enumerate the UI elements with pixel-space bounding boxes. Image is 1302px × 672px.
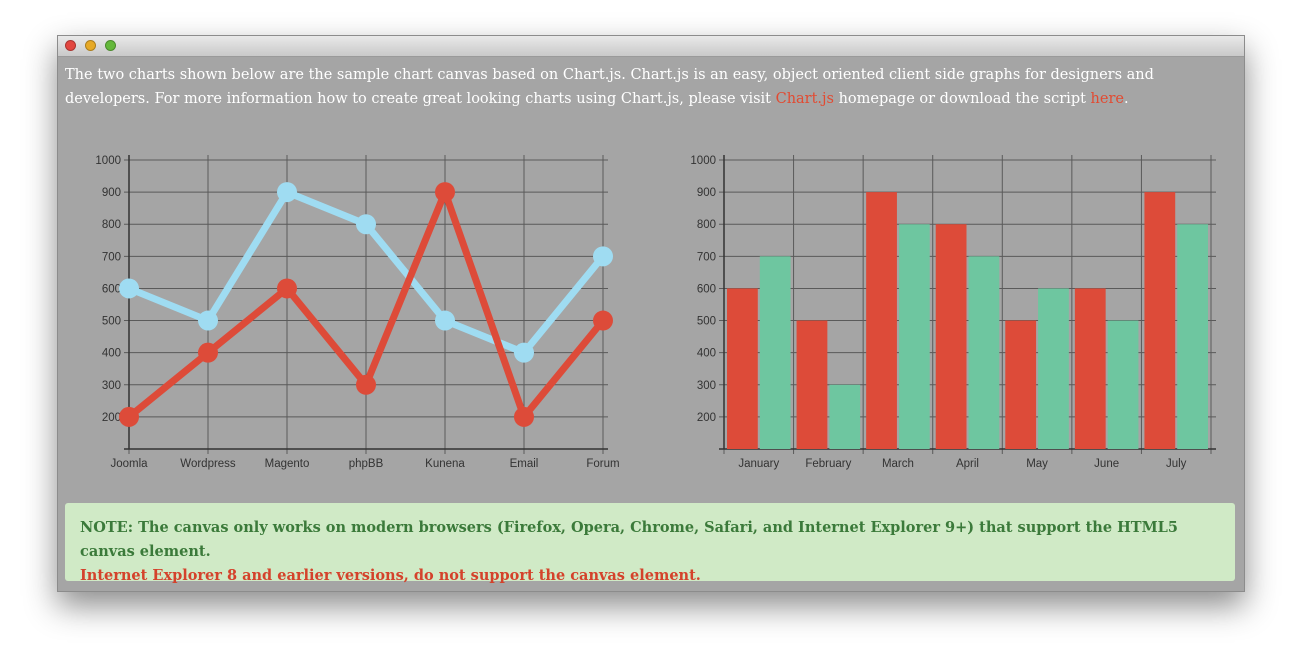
bar-chart: 200 300 400 500 600 700 800 900 1000 January Febru… <box>675 149 1235 479</box>
x-tick-label: April <box>956 458 979 470</box>
y-tick-label: 500 <box>102 316 121 328</box>
y-tick-label: 500 <box>697 316 716 328</box>
bar-series-1 <box>727 288 758 449</box>
note-line-unsupported: Internet Explorer 8 and earlier versions… <box>80 567 701 584</box>
x-tick-label: March <box>882 458 914 470</box>
line-chart: 200 300 400 500 600 700 800 900 1000 Joomla Wordpr… <box>80 149 640 479</box>
bar-chart-canvas: 200 300 400 500 600 700 800 900 1000 January Febru… <box>690 155 1216 470</box>
y-tick-label: 600 <box>102 283 121 295</box>
x-tick-label: June <box>1094 458 1119 470</box>
close-window-icon[interactable] <box>65 40 76 51</box>
series-1-point <box>277 182 297 203</box>
series-1-point <box>593 246 613 267</box>
y-tick-label: 200 <box>102 412 121 424</box>
bar-series-2 <box>759 256 791 449</box>
bar-series-1 <box>935 224 967 449</box>
bar-series-1 <box>1074 288 1106 449</box>
y-tick-label: 800 <box>697 219 716 231</box>
download-here-link[interactable]: here <box>1090 91 1124 107</box>
bar-series-2 <box>968 256 1000 449</box>
y-tick-label: 400 <box>102 348 121 360</box>
bar-series-1 <box>1005 320 1037 449</box>
bar-series-1 <box>866 192 897 449</box>
x-tick-label: Wordpress <box>180 458 236 470</box>
browser-support-note: NOTE: The canvas only works on modern br… <box>65 503 1235 584</box>
title-bar <box>58 36 1244 57</box>
bar-series-1 <box>1144 192 1176 449</box>
x-tick-label: Email <box>510 458 539 470</box>
y-tick-label: 1000 <box>95 155 121 167</box>
y-tick-label: 800 <box>102 219 121 231</box>
x-tick-label: Joomla <box>110 458 148 470</box>
x-tick-label: Kunena <box>425 458 465 470</box>
y-tick-label: 700 <box>102 251 121 263</box>
series-2-point <box>435 182 455 203</box>
x-tick-label: May <box>1026 458 1048 470</box>
y-tick-label: 400 <box>697 348 716 360</box>
y-tick-label: 300 <box>697 380 716 392</box>
bar-series-2 <box>1177 224 1208 449</box>
x-tick-label: Magento <box>265 458 310 470</box>
bar-series-2 <box>898 224 930 449</box>
series-2-point <box>198 342 218 363</box>
x-tick-label: July <box>1166 458 1187 470</box>
y-tick-label: 700 <box>697 251 716 263</box>
series-2-point <box>277 278 297 299</box>
intro-text: The two charts shown below are the sampl… <box>65 67 1154 107</box>
series-1-point <box>356 214 376 235</box>
chartjs-link[interactable]: Chart.js <box>775 91 834 107</box>
series-2-point <box>356 374 376 395</box>
x-tick-label: phpBB <box>349 458 384 470</box>
minimize-window-icon[interactable] <box>85 40 96 51</box>
series-1-point <box>198 310 218 331</box>
y-tick-label: 300 <box>102 380 121 392</box>
browser-window: The two charts shown below are the sampl… <box>57 35 1245 592</box>
line-chart-canvas: 200 300 400 500 600 700 800 900 1000 Joomla Wordpr… <box>95 155 620 470</box>
y-tick-label: 200 <box>697 412 716 424</box>
x-tick-label: February <box>805 458 851 470</box>
y-tick-label: 1000 <box>690 155 716 167</box>
bar-series-2 <box>1107 320 1139 449</box>
intro-text-middle: homepage or download the script <box>833 91 1091 107</box>
note-line-supported: NOTE: The canvas only works on modern br… <box>80 519 1178 560</box>
bar-series-2 <box>1038 288 1069 449</box>
y-tick-label: 900 <box>697 187 716 199</box>
series-2-point <box>514 406 534 427</box>
bar-series-2 <box>829 384 861 449</box>
intro-paragraph: The two charts shown below are the sampl… <box>65 63 1235 111</box>
x-tick-label: Forum <box>586 458 619 470</box>
series-1-point <box>514 342 534 363</box>
bar-series-1 <box>796 320 828 449</box>
intro-text-end: . <box>1123 91 1129 107</box>
y-tick-label: 900 <box>102 187 121 199</box>
series-1-point <box>119 278 139 299</box>
series-2-point <box>593 310 613 331</box>
y-tick-label: 600 <box>697 283 716 295</box>
series-1-point <box>435 310 455 331</box>
x-tick-label: January <box>738 458 779 470</box>
series-2-point <box>119 406 139 427</box>
maximize-window-icon[interactable] <box>105 40 116 51</box>
